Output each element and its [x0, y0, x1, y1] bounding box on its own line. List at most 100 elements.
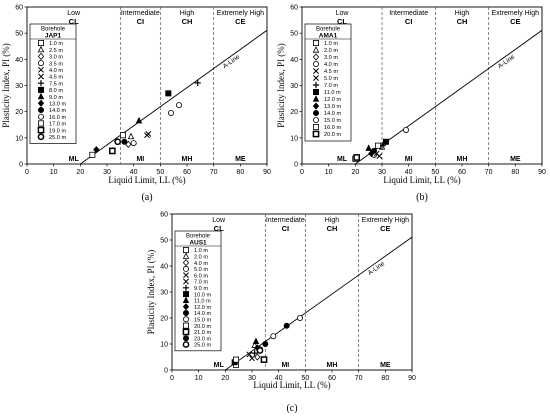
y-tick-label: 50 — [290, 31, 298, 38]
legend-marker — [182, 303, 190, 311]
legend-label: 20.0 m — [194, 324, 211, 330]
legend-item: 25.0 m — [37, 133, 66, 141]
legend-marker — [312, 102, 320, 110]
legend-label: 2.0 m — [194, 255, 208, 261]
legend-marker — [312, 46, 320, 53]
legend-marker — [38, 73, 44, 80]
x-tick-label: 0 — [300, 169, 304, 176]
legend-item: 19.0 m — [37, 126, 66, 134]
zone-name-label: High — [180, 10, 195, 17]
legend-marker — [312, 124, 319, 131]
zone-name-label: Extremely High — [492, 10, 540, 17]
data-point — [246, 351, 253, 358]
zone-bottom-label: ME — [235, 156, 246, 163]
data-point — [370, 147, 377, 154]
legend-marker — [312, 53, 320, 61]
legend-marker — [37, 80, 45, 87]
legend-label: 14.0 m — [49, 108, 66, 114]
legend-marker — [182, 291, 189, 298]
data-point — [376, 153, 383, 160]
zone-code-label: CL — [337, 17, 347, 26]
data-point — [232, 356, 239, 363]
legend-item: 4.0 m — [38, 66, 63, 74]
legend-label: 6.0 m — [194, 273, 208, 279]
legend-marker — [183, 272, 189, 279]
x-tick-label: 40 — [275, 375, 283, 382]
legend-label: 4.5 m — [49, 75, 63, 81]
y-tick-label: 0 — [294, 162, 298, 169]
legend-marker — [182, 252, 190, 259]
legend-marker — [37, 99, 45, 107]
legend-label: 4.0 m — [324, 62, 338, 68]
legend-item: 6.0 m — [183, 272, 208, 279]
x-tick-label: 70 — [210, 169, 218, 176]
zone-name-label: Intermediate — [121, 10, 160, 17]
data-point — [93, 145, 100, 154]
legend-label: 16.0 m — [49, 115, 66, 121]
zone-bottom-label: MI — [136, 156, 144, 163]
legend-marker — [312, 130, 320, 138]
legend-marker — [182, 328, 190, 336]
legend-item: 1.0 m — [38, 40, 63, 47]
zone-name-label: Intermediate — [266, 217, 305, 224]
legend-item: 13.0 m — [37, 99, 66, 108]
data-point — [374, 142, 381, 149]
legend-label: 1.0 m — [194, 248, 208, 254]
y-tick-label: 30 — [290, 83, 298, 90]
zone-code-label: CH — [327, 224, 338, 233]
legend-label: 2.0 m — [324, 48, 338, 54]
legend-item: 11.0 m — [182, 296, 211, 305]
panel-tag: (b) — [416, 192, 428, 203]
legend-item: 3.0 m — [37, 52, 63, 61]
zone-bottom-label: ML — [337, 156, 348, 163]
y-tick-label: 10 — [160, 342, 168, 349]
legend-item: 12.0 m — [312, 95, 341, 103]
zone-name-label: High — [455, 10, 470, 17]
legend-item: 14.0 m — [312, 110, 341, 117]
data-point — [194, 79, 201, 86]
data-point — [127, 132, 135, 140]
x-tick-label: 80 — [381, 375, 389, 382]
legend-item: 11.0 m — [312, 89, 341, 96]
legend-item: 20.0 m — [182, 322, 211, 330]
y-tick-label: 10 — [290, 135, 298, 142]
legend-marker — [38, 66, 44, 73]
y-tick-label: 60 — [160, 212, 168, 219]
legend-label: 7.0 m — [324, 83, 338, 89]
data-point — [262, 340, 269, 347]
legend-label: 7.0 m — [194, 280, 208, 286]
y-tick-label: 60 — [290, 5, 298, 12]
zone-bottom-label: ML — [214, 362, 225, 369]
data-point — [135, 116, 143, 124]
zone-code-label: CE — [510, 17, 520, 26]
legend-item: 23.0 m — [182, 335, 211, 342]
legend-marker — [182, 322, 189, 329]
panel-tag: (c) — [286, 403, 297, 414]
y-tick-label: 30 — [160, 290, 168, 297]
data-point — [130, 140, 137, 147]
legend-marker — [313, 68, 319, 74]
x-tick-label: 90 — [408, 375, 416, 382]
legend-label: 11.0 m — [194, 299, 211, 305]
x-tick-label: 60 — [458, 169, 466, 176]
zone-bottom-label: MH — [327, 362, 338, 369]
x-tick-label: 70 — [355, 375, 363, 382]
legend-marker — [37, 45, 45, 53]
legend-label: 4.0 m — [49, 68, 63, 74]
legend-label: 19.0 m — [49, 128, 66, 134]
data-point — [353, 154, 361, 161]
x-tick-label: 10 — [50, 169, 58, 176]
y-tick-label: 20 — [160, 316, 168, 323]
zone-code-label: CH — [182, 17, 193, 26]
x-tick-label: 80 — [511, 169, 519, 176]
legend-marker — [182, 246, 189, 253]
data-point — [382, 138, 389, 145]
data-point — [89, 151, 96, 158]
legend-borehole-id: AMA1 — [319, 33, 338, 40]
legend-item: 2.0 m — [312, 46, 338, 54]
x-tick-label: 20 — [351, 169, 359, 176]
x-tick-label: 40 — [130, 169, 138, 176]
zone-name-label: Intermediate — [389, 10, 428, 17]
